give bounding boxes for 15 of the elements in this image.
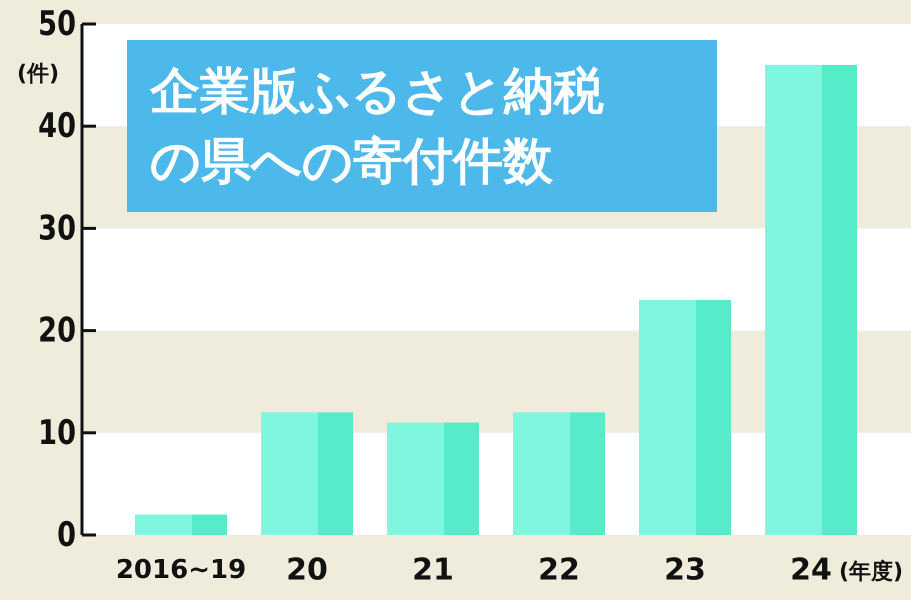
x-tick-label: 22 <box>538 552 580 588</box>
y-tick-label: 0 <box>57 515 76 555</box>
x-tick-label: 21 <box>412 552 454 588</box>
y-tick-label: 20 <box>38 310 76 350</box>
y-axis-title: (件) <box>16 62 60 86</box>
y-tick-label: 40 <box>38 106 76 146</box>
x-tick-label: 2016~19 <box>116 555 246 585</box>
x-tick-label: 24 <box>790 552 832 588</box>
text: 企業版ふるさと納税の県への寄付件数 <box>150 61 605 192</box>
x-tick-label: 23 <box>664 552 706 588</box>
x-axis-title: (年度) <box>839 558 904 584</box>
y-tick-label: 50 <box>38 4 76 44</box>
y-tick-label: 30 <box>38 208 76 248</box>
x-tick-label: 20 <box>286 552 328 588</box>
y-tick-label: 10 <box>38 412 76 453</box>
